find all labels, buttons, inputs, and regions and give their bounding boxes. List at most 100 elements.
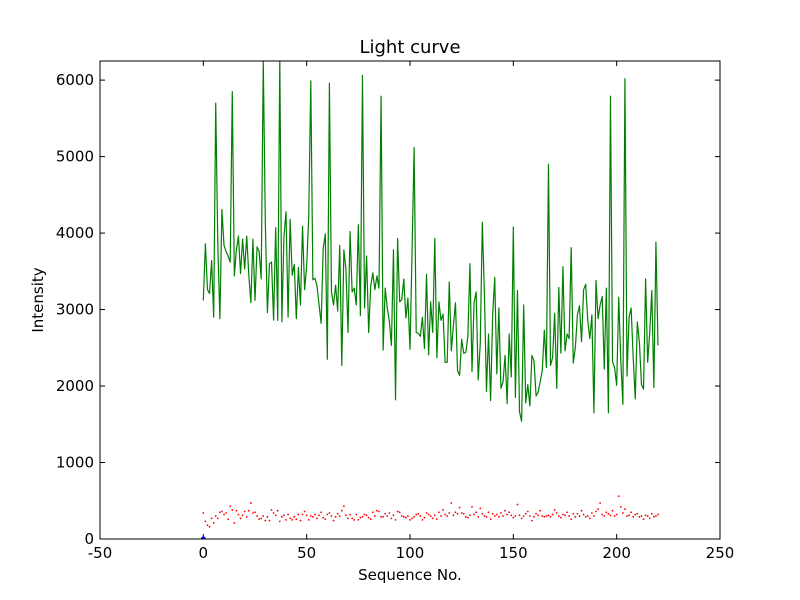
series-point-red xyxy=(272,512,275,514)
x-tick-label: 100 xyxy=(396,544,425,562)
series-point-red xyxy=(243,510,246,513)
series-point-red xyxy=(404,516,407,519)
series-point-red xyxy=(241,514,244,517)
series-point-red xyxy=(299,519,302,522)
series-point-red xyxy=(233,522,236,524)
series-point-red xyxy=(371,511,374,514)
series-point-red xyxy=(216,517,219,520)
series-point-red xyxy=(338,515,341,517)
series-point-red xyxy=(518,514,521,517)
x-tick-label: 150 xyxy=(499,544,528,562)
series-point-red xyxy=(318,514,320,517)
series-point-red xyxy=(586,515,589,517)
series-point-red xyxy=(440,515,442,517)
series-point-red xyxy=(394,518,397,521)
series-point-red xyxy=(347,517,349,520)
series-point-red xyxy=(398,511,401,514)
series-point-red xyxy=(264,519,267,522)
series-point-red xyxy=(427,513,430,516)
series-point-red xyxy=(568,515,571,517)
series-point-red xyxy=(471,505,473,508)
series-point-red xyxy=(431,517,434,520)
series-point-red xyxy=(231,509,234,511)
series-point-red xyxy=(595,510,597,513)
series-point-red xyxy=(493,515,496,517)
series-point-red xyxy=(574,515,577,518)
series-point-red xyxy=(262,515,265,517)
y-axis-title: Intensity xyxy=(29,267,47,332)
series-point-red xyxy=(210,517,213,520)
series-point-red xyxy=(497,515,500,518)
y-tick-label: 6000 xyxy=(56,71,94,89)
series-point-red xyxy=(407,515,409,517)
y-tick-label: 1000 xyxy=(56,454,94,472)
series-point-red xyxy=(504,509,506,512)
series-point-red xyxy=(237,513,240,516)
series-point-red xyxy=(566,511,568,514)
series-point-red xyxy=(256,515,258,517)
plot-frame xyxy=(99,60,721,540)
series-point-red xyxy=(326,513,329,516)
series-point-red xyxy=(289,517,292,520)
series-point-red xyxy=(367,516,370,519)
series-point-red xyxy=(285,518,287,521)
series-point-red xyxy=(597,508,599,511)
series-point-red xyxy=(576,512,579,515)
series-point-red xyxy=(276,509,279,512)
series-point-red xyxy=(628,514,630,517)
series-point-red xyxy=(562,513,564,516)
series-point-red xyxy=(245,515,248,518)
series-point-red xyxy=(301,513,304,516)
series-point-red xyxy=(460,512,463,514)
series-point-red xyxy=(206,524,209,527)
series-point-red xyxy=(376,509,378,512)
series-point-blue xyxy=(200,536,206,539)
x-tick-label: -50 xyxy=(88,544,113,562)
series-point-red xyxy=(524,512,527,515)
series-point-red xyxy=(634,513,637,516)
series-point-red xyxy=(328,512,331,514)
series-point-red xyxy=(580,509,583,512)
series-point-red xyxy=(417,512,420,515)
series-point-red xyxy=(274,514,277,517)
series-point-red xyxy=(293,515,296,518)
series-point-red xyxy=(514,515,517,517)
series-point-red xyxy=(314,513,316,516)
series-point-red xyxy=(260,517,263,520)
series-point-red xyxy=(357,518,360,521)
series-point-red xyxy=(491,512,494,515)
series-point-red xyxy=(615,513,618,516)
series-point-red xyxy=(605,511,608,514)
series-point-red xyxy=(425,512,428,514)
series-point-red xyxy=(603,515,606,517)
series-point-red xyxy=(212,522,215,524)
series-line-green xyxy=(202,61,659,422)
series-point-red xyxy=(336,512,339,515)
series-point-red xyxy=(526,510,529,513)
series-point-red xyxy=(378,510,380,513)
series-point-red xyxy=(617,495,620,498)
series-point-red xyxy=(621,512,624,514)
series-point-red xyxy=(636,512,639,515)
series-point-red xyxy=(359,516,362,519)
series-point-red xyxy=(549,515,552,518)
series-point-red xyxy=(446,515,449,517)
series-point-red xyxy=(452,514,455,517)
series-point-red xyxy=(570,518,573,521)
series-point-red xyxy=(268,519,271,522)
series-point-red xyxy=(533,515,535,518)
series-point-red xyxy=(537,514,540,517)
series-point-red xyxy=(369,518,372,521)
series-point-red xyxy=(421,518,424,521)
series-point-red xyxy=(483,515,486,517)
series-point-red xyxy=(433,514,436,517)
series-point-red xyxy=(287,513,289,516)
series-point-red xyxy=(454,511,457,514)
series-point-red xyxy=(355,513,358,516)
series-point-red xyxy=(640,515,643,517)
series-point-red xyxy=(487,511,490,514)
series-point-red xyxy=(648,517,651,520)
series-point-red xyxy=(324,518,327,521)
series-point-red xyxy=(330,515,333,517)
series-point-red xyxy=(388,512,391,514)
